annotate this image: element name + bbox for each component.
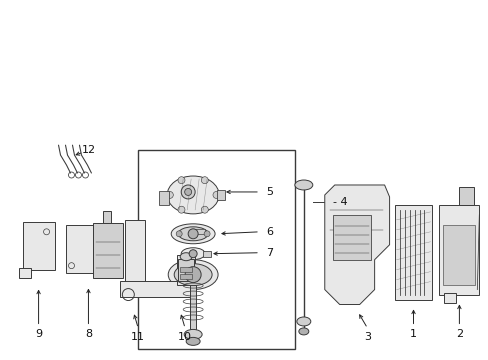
Bar xyxy=(444,293,455,302)
Bar xyxy=(93,223,123,278)
Circle shape xyxy=(189,250,197,258)
Circle shape xyxy=(166,192,173,198)
Bar xyxy=(443,225,474,285)
Circle shape xyxy=(176,231,182,237)
Bar xyxy=(217,190,224,200)
Bar xyxy=(159,191,169,205)
Text: 6: 6 xyxy=(266,227,273,237)
Text: 1: 1 xyxy=(409,329,416,339)
Bar xyxy=(180,267,192,272)
Circle shape xyxy=(178,177,184,184)
Bar xyxy=(190,275,196,339)
Bar xyxy=(203,251,211,257)
Ellipse shape xyxy=(181,248,204,260)
Bar xyxy=(120,280,190,297)
Ellipse shape xyxy=(296,317,310,326)
Bar xyxy=(22,222,55,270)
Bar xyxy=(180,274,192,279)
Text: 5: 5 xyxy=(266,187,273,197)
Polygon shape xyxy=(324,185,389,305)
Bar xyxy=(138,150,294,349)
Circle shape xyxy=(203,231,210,237)
Bar xyxy=(191,229,204,234)
Text: 2: 2 xyxy=(455,329,462,339)
Text: 10: 10 xyxy=(178,332,192,342)
Text: 3: 3 xyxy=(364,332,370,342)
Ellipse shape xyxy=(294,180,312,190)
Ellipse shape xyxy=(298,328,308,335)
Circle shape xyxy=(201,206,208,213)
Bar xyxy=(394,205,431,300)
Bar xyxy=(178,259,194,280)
Text: 11: 11 xyxy=(131,332,145,342)
Text: 9: 9 xyxy=(35,329,42,339)
Text: 7: 7 xyxy=(266,248,273,258)
Circle shape xyxy=(213,192,220,198)
Ellipse shape xyxy=(180,253,192,261)
Bar xyxy=(19,268,31,278)
Circle shape xyxy=(188,229,198,239)
Ellipse shape xyxy=(186,337,200,345)
Ellipse shape xyxy=(174,264,212,285)
Ellipse shape xyxy=(184,329,202,339)
Text: 8: 8 xyxy=(85,329,92,339)
Bar xyxy=(65,225,93,273)
Bar xyxy=(458,187,473,205)
Circle shape xyxy=(181,185,195,199)
Text: 12: 12 xyxy=(81,145,95,155)
Text: - 4: - 4 xyxy=(332,197,346,207)
Ellipse shape xyxy=(167,176,219,214)
Ellipse shape xyxy=(171,224,215,244)
Circle shape xyxy=(184,189,191,195)
Bar xyxy=(332,215,370,260)
Bar xyxy=(103,211,111,223)
Circle shape xyxy=(178,206,184,213)
Circle shape xyxy=(201,177,208,184)
Ellipse shape xyxy=(168,260,218,289)
Ellipse shape xyxy=(178,227,208,241)
Bar xyxy=(177,255,195,285)
Bar xyxy=(125,220,145,285)
Circle shape xyxy=(185,267,201,283)
Bar xyxy=(439,205,478,294)
